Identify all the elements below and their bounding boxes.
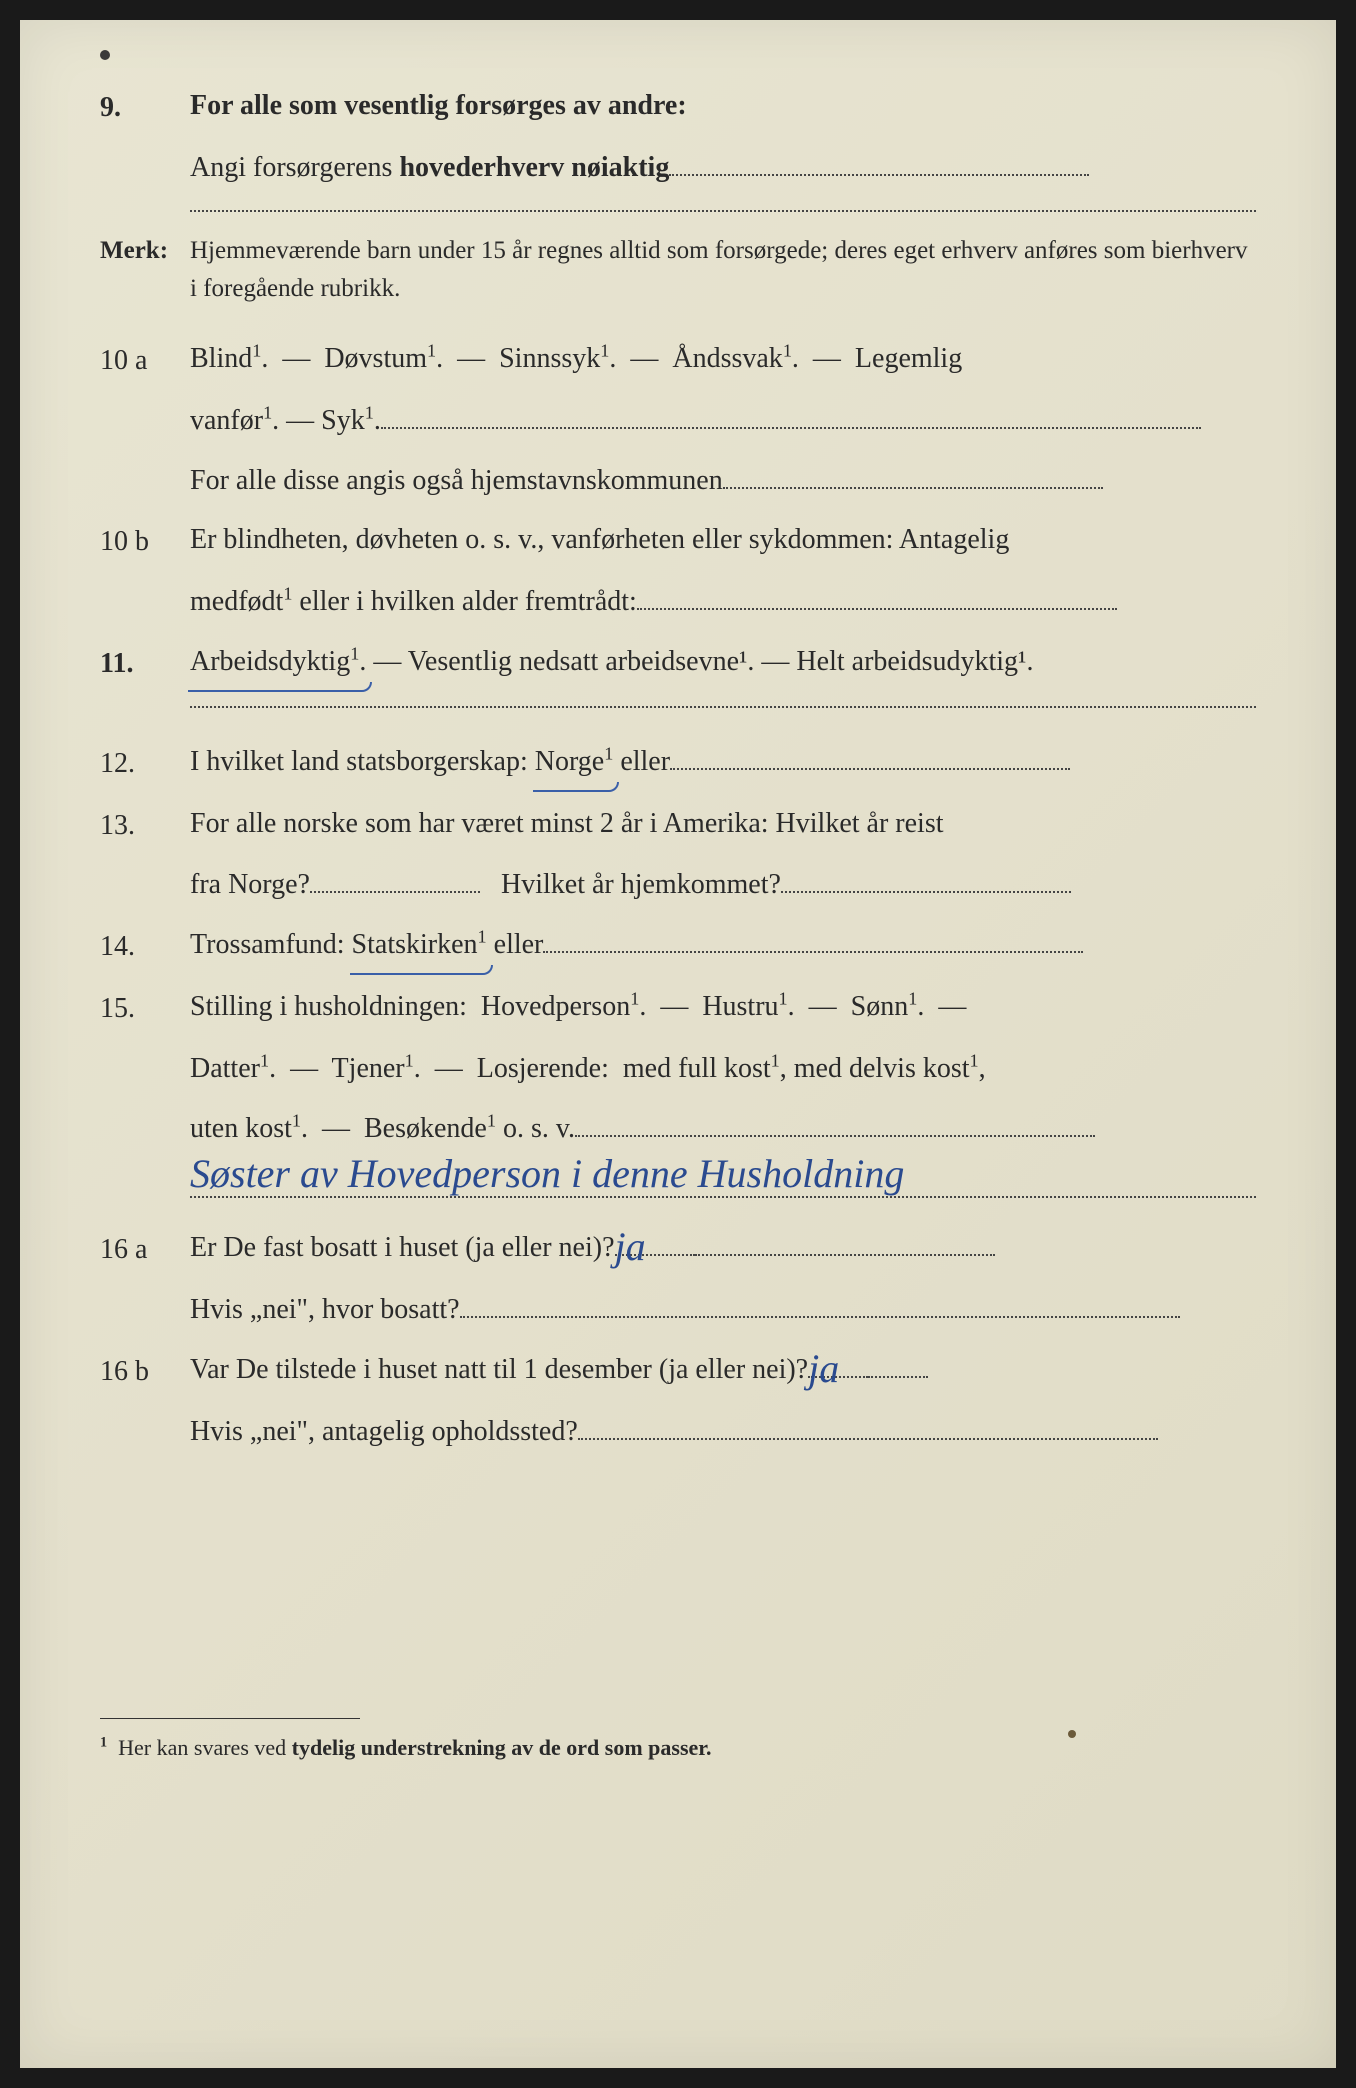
q15-blank1[interactable] <box>575 1103 1095 1137</box>
q11-blank-line[interactable] <box>190 706 1256 708</box>
q13-blank1[interactable] <box>310 860 480 894</box>
footnote-rule <box>100 1718 360 1719</box>
q16b-row1: 16 b Var De tilstede i huset natt til 1 … <box>100 1344 1256 1398</box>
q12-number: 12. <box>100 736 190 790</box>
q10a-line3: For alle disse angis også hjemstavnskomm… <box>190 455 1256 507</box>
q16b-number: 16 b <box>100 1344 190 1398</box>
q14-row: 14. Trossamfund: Statskirken1 eller <box>100 919 1256 973</box>
q10a-row2: vanfør1. — Syk1. <box>100 395 1256 447</box>
q16a-row2: Hvis „nei", hvor bosatt? <box>100 1284 1256 1336</box>
census-form-page: 9. For alle som vesentlig forsørges av a… <box>20 20 1336 2068</box>
merk-label: Merk: <box>100 232 190 271</box>
q16a-blank2[interactable] <box>460 1285 1180 1319</box>
q10b-blank[interactable] <box>637 577 1117 611</box>
q9-line2: Angi forsørgerens hovederhverv nøiaktig <box>190 142 1256 194</box>
q10b-line1: Er blindheten, døvheten o. s. v., vanfør… <box>190 514 1256 566</box>
q13-row1: 13. For alle norske som har været minst … <box>100 798 1256 852</box>
q9-blank-line[interactable] <box>190 210 1256 212</box>
q13-line1: For alle norske som har været minst 2 år… <box>190 798 1256 850</box>
q14-content: Trossamfund: Statskirken1 eller <box>190 919 1256 971</box>
q16b-answer: ja <box>808 1349 839 1389</box>
q9-row1: 9. For alle som vesentlig forsørges av a… <box>100 80 1256 134</box>
q16a-line2: Hvis „nei", hvor bosatt? <box>190 1284 1256 1336</box>
q14-blank[interactable] <box>543 920 1083 954</box>
q13-number: 13. <box>100 798 190 852</box>
q16b-line2: Hvis „nei", antagelig opholdssted? <box>190 1406 1256 1458</box>
q15-handwritten-line[interactable]: Søster av Hovedperson i denne Husholdnin… <box>190 1154 1256 1198</box>
q16b-blank2[interactable] <box>578 1406 1158 1440</box>
q14-number: 14. <box>100 919 190 973</box>
q10b-row1: 10 b Er blindheten, døvheten o. s. v., v… <box>100 514 1256 568</box>
q16a-answer: ja <box>615 1227 646 1267</box>
q10a-blank1[interactable] <box>381 395 1201 429</box>
q15-line1: Stilling i husholdningen: Hovedperson1. … <box>190 981 1256 1033</box>
q11-selected: Arbeidsdyktig1. <box>190 636 366 688</box>
q15-handwritten-answer: Søster av Hovedperson i denne Husholdnin… <box>190 1151 904 1196</box>
q9-blank[interactable] <box>669 142 1089 176</box>
q14-selected: Statskirken1 <box>352 919 487 971</box>
q16a-number: 16 a <box>100 1222 190 1276</box>
q12-row: 12. I hvilket land statsborgerskap: Norg… <box>100 736 1256 790</box>
q10a-blank2[interactable] <box>723 455 1103 489</box>
q16b-q: Var De tilstede i huset natt til 1 desem… <box>190 1344 1256 1396</box>
q11-content: Arbeidsdyktig1. — Vesentlig nedsatt arbe… <box>190 636 1256 688</box>
q16b-row2: Hvis „nei", antagelig opholdssted? <box>100 1406 1256 1458</box>
q10b-number: 10 b <box>100 514 190 568</box>
q16a-row1: 16 a Er De fast bosatt i huset (ja eller… <box>100 1222 1256 1276</box>
q11-row: 11. Arbeidsdyktig1. — Vesentlig nedsatt … <box>100 636 1256 690</box>
q16a-blank1[interactable]: ja <box>615 1222 695 1256</box>
q10a-row1: 10 a Blind1. — Døvstum1. — Sinnssyk1. — … <box>100 333 1256 387</box>
q10a-line2: vanfør1. — Syk1. <box>190 395 1256 447</box>
merk-text: Hjemmeværende barn under 15 år regnes al… <box>190 232 1256 310</box>
q15-row1: 15. Stilling i husholdningen: Hovedperso… <box>100 981 1256 1035</box>
q9-row2: Angi forsørgerens hovederhverv nøiaktig <box>100 142 1256 194</box>
q13-row2: fra Norge? Hvilket år hjemkommet? <box>100 859 1256 911</box>
q13-blank2[interactable] <box>781 860 1071 894</box>
q15-row3: uten kost1. — Besøkende1 o. s. v. <box>100 1103 1256 1155</box>
q9-number: 9. <box>100 80 190 134</box>
footnote: 1 Her kan svares ved tydelig understrekn… <box>100 1731 1256 1764</box>
q12-content: I hvilket land statsborgerskap: Norge1 e… <box>190 736 1256 788</box>
q9-title: For alle som vesentlig forsørges av andr… <box>190 80 1256 132</box>
q12-selected: Norge1 <box>535 736 614 788</box>
q12-blank[interactable] <box>670 736 1070 770</box>
q16a-q: Er De fast bosatt i huset (ja eller nei)… <box>190 1222 1256 1274</box>
q15-line2: Datter1. — Tjener1. — Losjerende: med fu… <box>190 1043 1256 1095</box>
q13-line2: fra Norge? Hvilket år hjemkommet? <box>190 859 1256 911</box>
q10b-line2: medfødt1 eller i hvilken alder fremtrådt… <box>190 576 1256 628</box>
q10a-line1: Blind1. — Døvstum1. — Sinnssyk1. — Åndss… <box>190 333 1256 385</box>
ink-spot <box>1068 1730 1076 1738</box>
q15-number: 15. <box>100 981 190 1035</box>
q15-row2: Datter1. — Tjener1. — Losjerende: med fu… <box>100 1043 1256 1095</box>
q10a-number: 10 a <box>100 333 190 387</box>
q10a-row3: For alle disse angis også hjemstavnskomm… <box>100 455 1256 507</box>
q16b-blank1[interactable]: ja <box>808 1344 868 1378</box>
q11-number: 11. <box>100 636 190 690</box>
merk-row: Merk: Hjemmeværende barn under 15 år reg… <box>100 232 1256 310</box>
q10b-row2: medfødt1 eller i hvilken alder fremtrådt… <box>100 576 1256 628</box>
q15-line3: uten kost1. — Besøkende1 o. s. v. <box>190 1103 1256 1155</box>
